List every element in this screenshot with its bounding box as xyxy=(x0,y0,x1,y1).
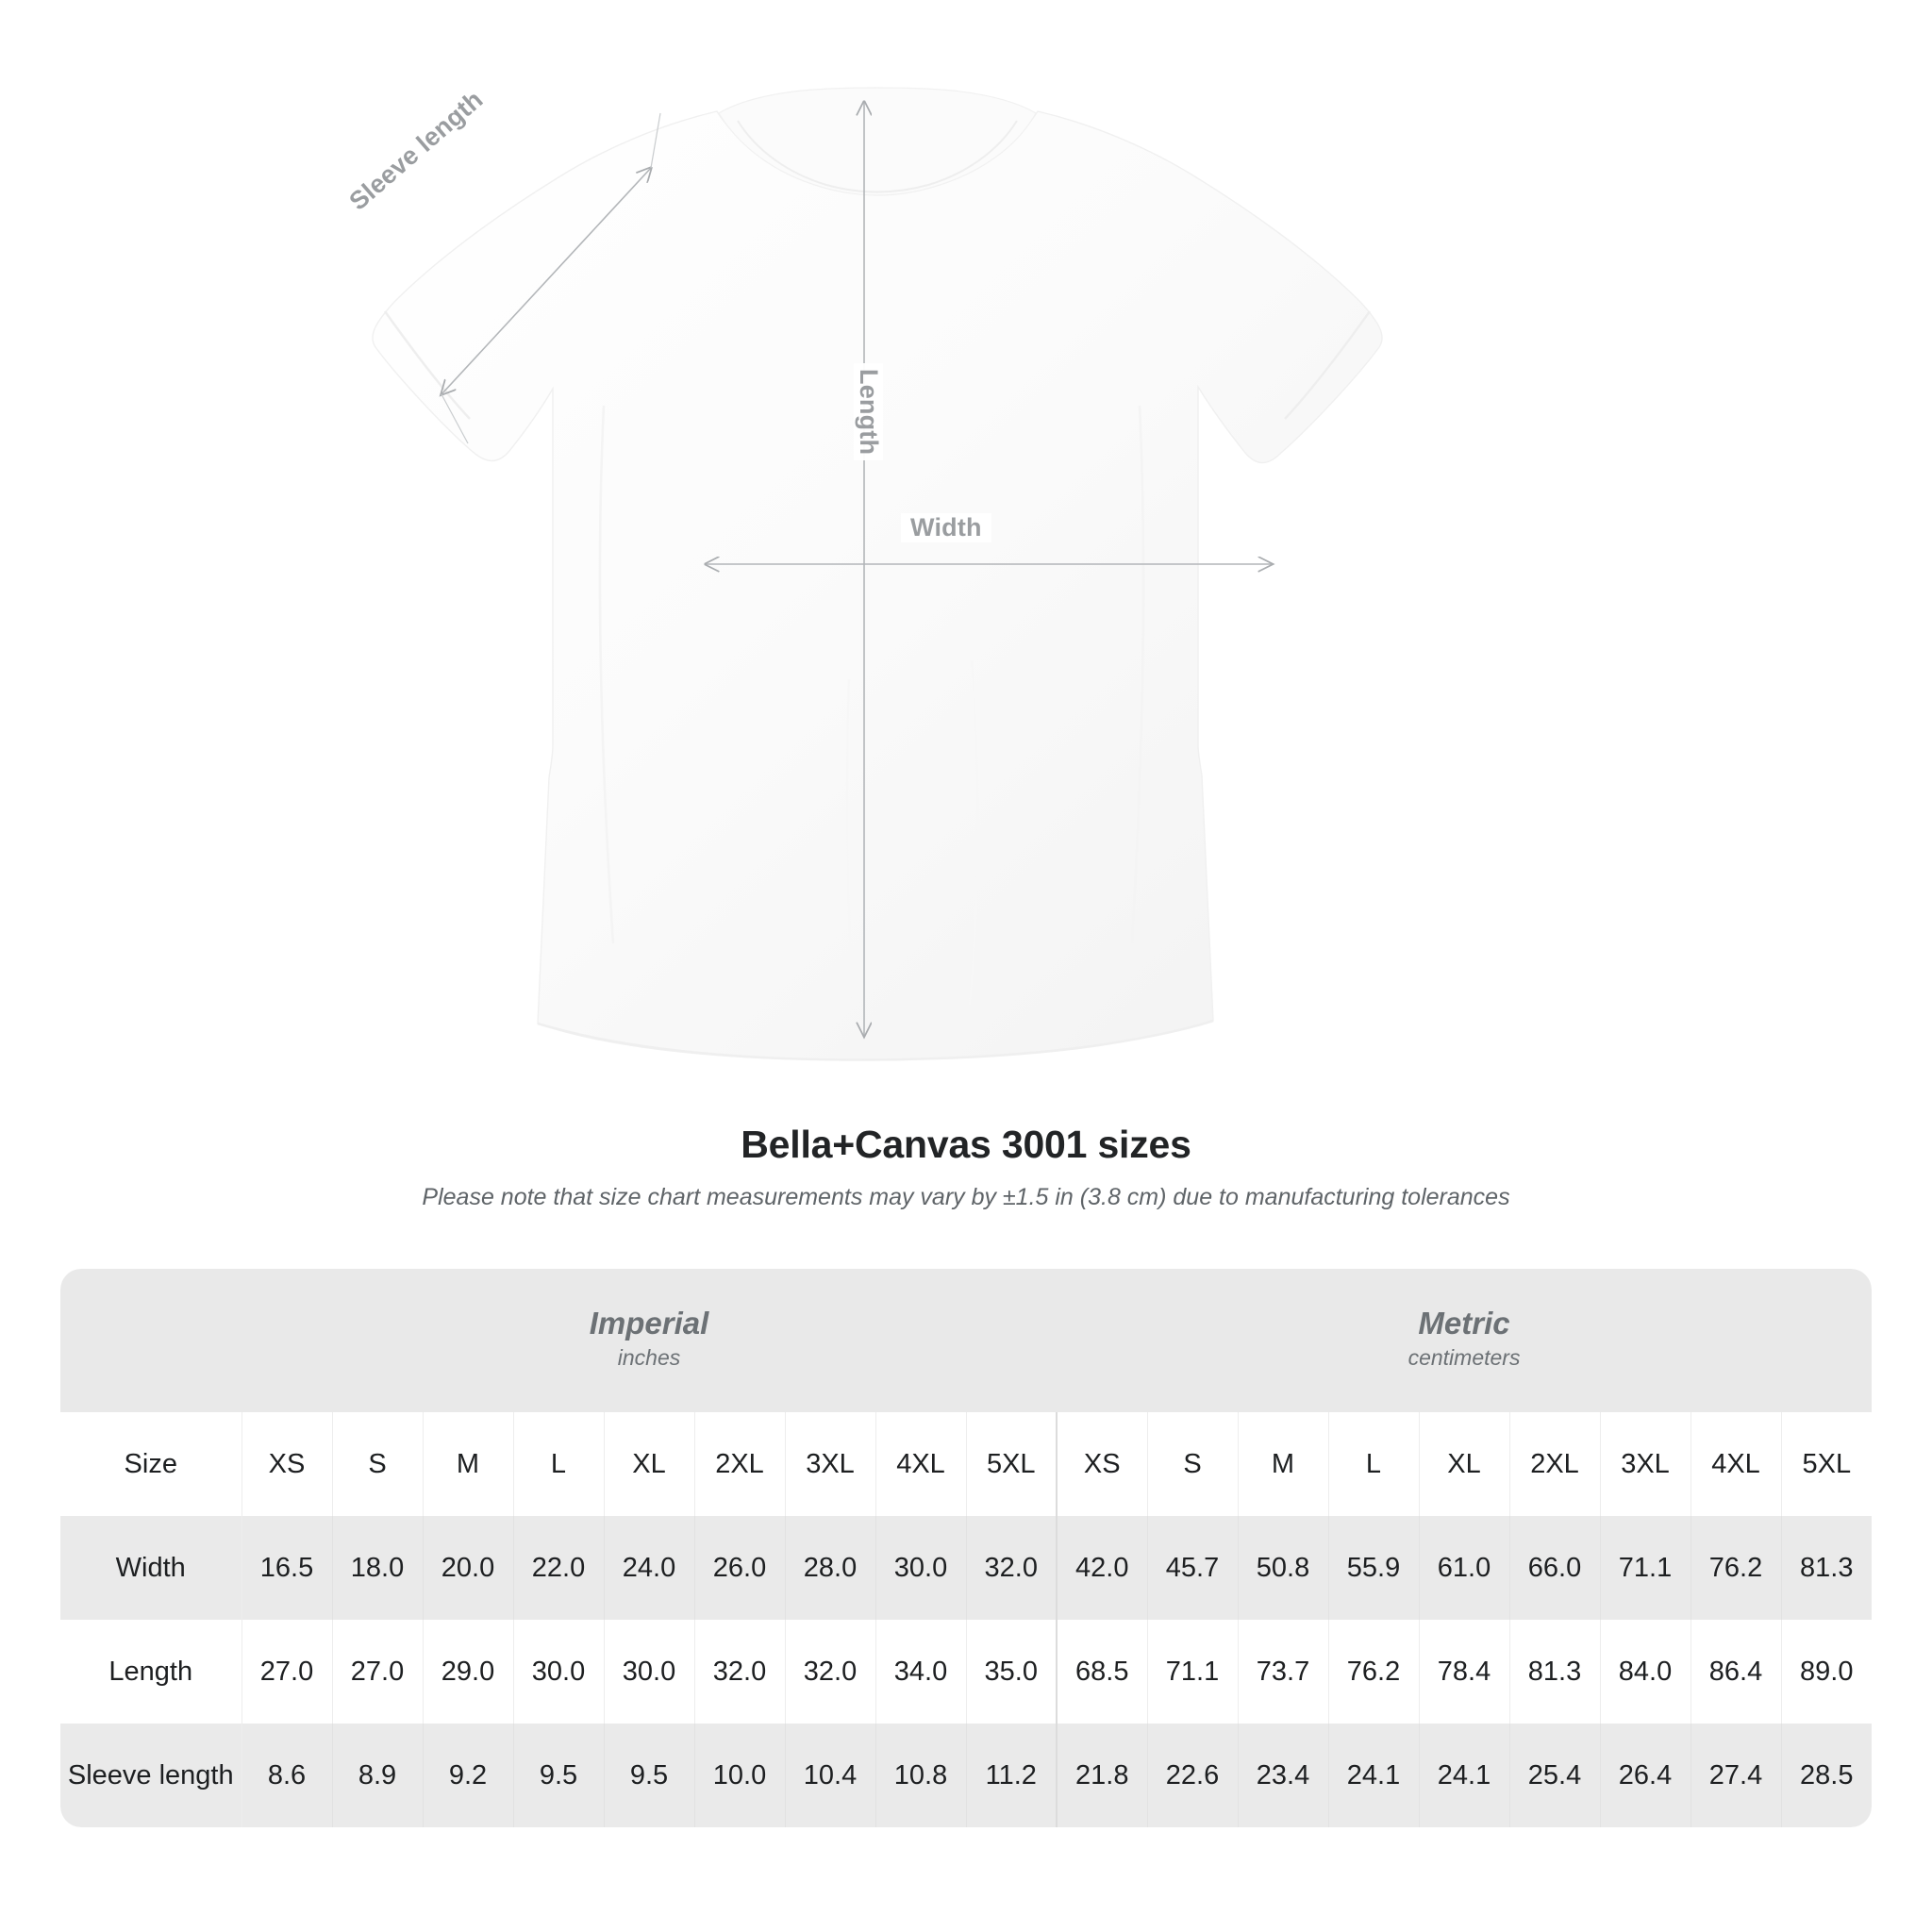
unit-name-imperial: Imperial xyxy=(589,1306,709,1341)
cell-length-met-3xl: 84.0 xyxy=(1600,1620,1691,1724)
cell-length-imp-4xl: 34.0 xyxy=(875,1620,967,1724)
size-col-met-xs: XS xyxy=(1056,1412,1148,1516)
size-col-met-3xl: 3XL xyxy=(1600,1412,1691,1516)
cell-width-imp-5xl: 32.0 xyxy=(966,1516,1058,1620)
tshirt-diagram-svg xyxy=(372,87,1383,1061)
cell-length-imp-xl: 30.0 xyxy=(604,1620,695,1724)
cell-sleeve-imp-4xl: 10.8 xyxy=(875,1724,967,1827)
sleeve-length-dimension-line xyxy=(441,112,661,444)
unit-sub-imperial: inches xyxy=(617,1345,681,1371)
cell-sleeve-met-3xl: 26.4 xyxy=(1600,1724,1691,1827)
cell-length-met-s: 71.1 xyxy=(1147,1620,1239,1724)
cell-length-met-4xl: 86.4 xyxy=(1690,1620,1782,1724)
cell-length-imp-2xl: 32.0 xyxy=(694,1620,786,1724)
size-table: Imperial inches Metric centimeters Size … xyxy=(60,1269,1873,1827)
table-row: Sleeve length 8.6 8.9 9.2 9.5 9.5 10.0 1… xyxy=(60,1724,1873,1827)
cell-sleeve-met-s: 22.6 xyxy=(1147,1724,1239,1827)
size-col-imp-s: S xyxy=(332,1412,424,1516)
size-col-imp-xs: XS xyxy=(242,1412,333,1516)
cell-width-met-3xl: 71.1 xyxy=(1600,1516,1691,1620)
cell-width-met-xl: 61.0 xyxy=(1419,1516,1510,1620)
cell-length-met-l: 76.2 xyxy=(1328,1620,1420,1724)
cell-length-met-2xl: 81.3 xyxy=(1509,1620,1601,1724)
cell-width-imp-3xl: 28.0 xyxy=(785,1516,876,1620)
cell-length-imp-3xl: 32.0 xyxy=(785,1620,876,1724)
size-col-met-m: M xyxy=(1238,1412,1329,1516)
cell-width-met-s: 45.7 xyxy=(1147,1516,1239,1620)
size-col-imp-xl: XL xyxy=(604,1412,695,1516)
cell-sleeve-imp-s: 8.9 xyxy=(332,1724,424,1827)
cell-length-met-xs: 68.5 xyxy=(1056,1620,1148,1724)
cell-width-imp-4xl: 30.0 xyxy=(875,1516,967,1620)
size-col-imp-m: M xyxy=(423,1412,514,1516)
size-col-imp-4xl: 4XL xyxy=(875,1412,967,1516)
cell-width-met-5xl: 81.3 xyxy=(1781,1516,1873,1620)
size-col-imp-l: L xyxy=(513,1412,605,1516)
cell-width-imp-xs: 16.5 xyxy=(242,1516,333,1620)
row-label-sleeve-length: Sleeve length xyxy=(60,1724,242,1827)
width-label: Width xyxy=(901,513,991,542)
cell-sleeve-met-m: 23.4 xyxy=(1238,1724,1329,1827)
size-chart-heading: Bella+Canvas 3001 sizes Please note that… xyxy=(0,1123,1932,1211)
cell-sleeve-imp-xl: 9.5 xyxy=(604,1724,695,1827)
cell-sleeve-imp-m: 9.2 xyxy=(423,1724,514,1827)
cell-width-imp-xl: 24.0 xyxy=(604,1516,695,1620)
cell-length-imp-m: 29.0 xyxy=(423,1620,514,1724)
size-col-met-s: S xyxy=(1147,1412,1239,1516)
page-title: Bella+Canvas 3001 sizes xyxy=(741,1123,1191,1166)
cell-width-met-4xl: 76.2 xyxy=(1690,1516,1782,1620)
garment-illustration: Sleeve length Length Width xyxy=(344,85,1383,1061)
cell-length-imp-s: 27.0 xyxy=(332,1620,424,1724)
size-header-row: Size XS S M L XL 2XL 3XL 4XL 5XL XS S M … xyxy=(60,1412,1873,1516)
cell-sleeve-met-2xl: 25.4 xyxy=(1509,1724,1601,1827)
cell-width-imp-s: 18.0 xyxy=(332,1516,424,1620)
row-label-length: Length xyxy=(60,1620,242,1724)
table-row: Length 27.0 27.0 29.0 30.0 30.0 32.0 32.… xyxy=(60,1620,1873,1724)
size-col-imp-2xl: 2XL xyxy=(694,1412,786,1516)
cell-length-imp-5xl: 35.0 xyxy=(966,1620,1058,1724)
size-col-met-5xl: 5XL xyxy=(1781,1412,1873,1516)
size-col-imp-5xl: 5XL xyxy=(966,1412,1058,1516)
cell-length-met-xl: 78.4 xyxy=(1419,1620,1510,1724)
row-label-width: Width xyxy=(60,1516,242,1620)
unit-sub-metric: centimeters xyxy=(1407,1345,1521,1371)
cell-sleeve-met-xs: 21.8 xyxy=(1056,1724,1148,1827)
cell-length-met-5xl: 89.0 xyxy=(1781,1620,1873,1724)
cell-width-imp-m: 20.0 xyxy=(423,1516,514,1620)
unit-header-metric: Metric centimeters xyxy=(1057,1269,1873,1412)
cell-sleeve-met-l: 24.1 xyxy=(1328,1724,1420,1827)
size-table-container: Imperial inches Metric centimeters Size … xyxy=(60,1269,1873,1827)
cell-width-met-l: 55.9 xyxy=(1328,1516,1420,1620)
unit-header-spacer xyxy=(60,1269,242,1412)
unit-header-row: Imperial inches Metric centimeters xyxy=(60,1269,1873,1412)
cell-sleeve-met-xl: 24.1 xyxy=(1419,1724,1510,1827)
cell-sleeve-imp-2xl: 10.0 xyxy=(694,1724,786,1827)
cell-width-met-m: 50.8 xyxy=(1238,1516,1329,1620)
cell-length-imp-xs: 27.0 xyxy=(242,1620,333,1724)
cell-length-imp-l: 30.0 xyxy=(513,1620,605,1724)
table-row: Width 16.5 18.0 20.0 22.0 24.0 26.0 28.0… xyxy=(60,1516,1873,1620)
cell-width-imp-2xl: 26.0 xyxy=(694,1516,786,1620)
size-col-met-l: L xyxy=(1328,1412,1420,1516)
tolerance-note: Please note that size chart measurements… xyxy=(422,1184,1510,1210)
cell-sleeve-imp-xs: 8.6 xyxy=(242,1724,333,1827)
cell-sleeve-met-4xl: 27.4 xyxy=(1690,1724,1782,1827)
size-col-met-2xl: 2XL xyxy=(1509,1412,1601,1516)
cell-width-met-xs: 42.0 xyxy=(1056,1516,1148,1620)
cell-sleeve-imp-5xl: 11.2 xyxy=(966,1724,1058,1827)
cell-width-imp-l: 22.0 xyxy=(513,1516,605,1620)
cell-width-met-2xl: 66.0 xyxy=(1509,1516,1601,1620)
tshirt-body xyxy=(372,87,1383,1061)
size-label-cell: Size xyxy=(60,1412,242,1516)
cell-sleeve-imp-3xl: 10.4 xyxy=(785,1724,876,1827)
unit-header-imperial: Imperial inches xyxy=(242,1269,1057,1412)
cell-sleeve-imp-l: 9.5 xyxy=(513,1724,605,1827)
cell-sleeve-met-5xl: 28.5 xyxy=(1781,1724,1873,1827)
unit-name-metric: Metric xyxy=(1418,1306,1510,1341)
length-label: Length xyxy=(854,363,883,461)
cell-length-met-m: 73.7 xyxy=(1238,1620,1329,1724)
size-col-met-4xl: 4XL xyxy=(1690,1412,1782,1516)
size-col-met-xl: XL xyxy=(1419,1412,1510,1516)
size-col-imp-3xl: 3XL xyxy=(785,1412,876,1516)
